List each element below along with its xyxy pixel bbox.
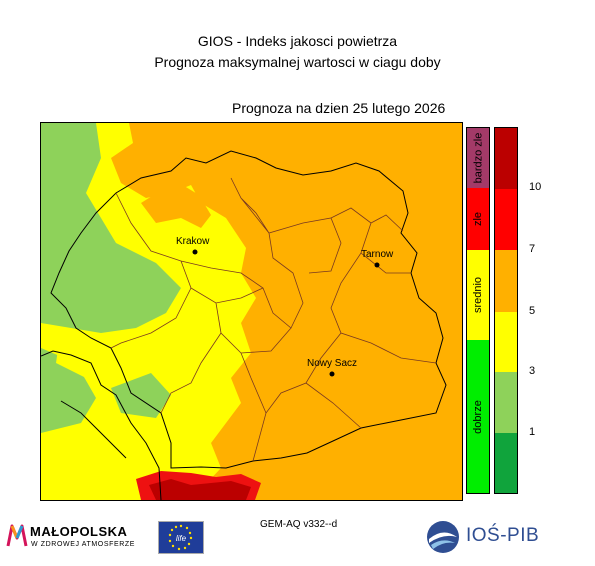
scale-swatch-5-7 — [495, 250, 517, 312]
malopolska-logo: MAŁOPOLSKA W ZDROWEJ ATMOSFERZE — [6, 520, 134, 555]
regional-boundary — [41, 350, 162, 500]
category-label-srednio: srednio — [472, 276, 485, 314]
scale-tick-1: 1 — [529, 426, 536, 438]
forecast-map: Krakow Tarnow Nowy Sacz — [40, 122, 463, 501]
svg-text:life: life — [176, 534, 187, 543]
scale-swatch-below-1 — [495, 433, 517, 493]
zone-darkred — [149, 479, 251, 500]
category-swatch-bardzo-zle — [467, 128, 489, 188]
city-marker-krakow — [192, 249, 198, 255]
scale-tick-7: 7 — [529, 243, 536, 255]
scale-swatch-10-plus — [495, 128, 517, 189]
forecast-date: Prognoza na dzien 25 lutego 2026 — [232, 100, 446, 116]
city-label-krakow: Krakow — [176, 236, 210, 247]
malopolska-m-icon — [6, 524, 28, 547]
model-version: GEM-AQ v332--d — [260, 519, 338, 530]
zone-yellow-patch — [56, 328, 106, 378]
category-label-bardzo-zle: bardzo zle — [472, 132, 485, 184]
city-marker-tarnow — [374, 262, 380, 268]
scale-swatch-7-10 — [495, 189, 517, 250]
zone-green — [41, 123, 181, 333]
district-borders — [110, 177, 437, 462]
zone-orange-inner — [141, 181, 211, 228]
city-label-nowy-sacz: Nowy Sacz — [307, 358, 357, 369]
category-swatch-zle — [467, 188, 489, 250]
malopolska-title: MAŁOPOLSKA — [30, 524, 128, 539]
scale-tick-3: 3 — [529, 365, 536, 377]
scale-swatch-1-3 — [495, 372, 517, 433]
category-swatch-dobrze — [467, 340, 489, 493]
scale-swatch-3-5 — [495, 312, 517, 372]
value-color-scale — [494, 127, 518, 494]
scale-tick-10: 10 — [529, 181, 542, 193]
eu-life-logo: life — [158, 521, 204, 554]
title-main: GIOS - Indeks jakosci powietrza — [197, 33, 398, 49]
city-label-tarnow: Tarnow — [361, 249, 394, 260]
zone-green-south — [41, 348, 96, 433]
title-subtitle: Prognoza maksymalnej wartosci w ciagu do… — [154, 54, 441, 70]
category-label-zle: zle — [472, 211, 484, 227]
city-marker-nowy-sacz — [329, 371, 335, 377]
malopolska-subtitle: W ZDROWEJ ATMOSFERZE — [31, 541, 136, 548]
ios-pib-name: IOŚ-PIB — [466, 525, 540, 546]
outer-border — [50, 150, 447, 469]
category-label-dobrze: dobrze — [472, 399, 485, 434]
ios-pib-emblem-icon — [427, 521, 459, 553]
category-legend: bardzo zle zle srednio dobrze — [466, 127, 490, 494]
scale-tick-5: 5 — [529, 305, 536, 317]
zone-green-sw — [111, 373, 171, 418]
category-swatch-srednio — [467, 250, 489, 340]
ios-pib-logo: IOŚ-PIB — [425, 519, 539, 560]
